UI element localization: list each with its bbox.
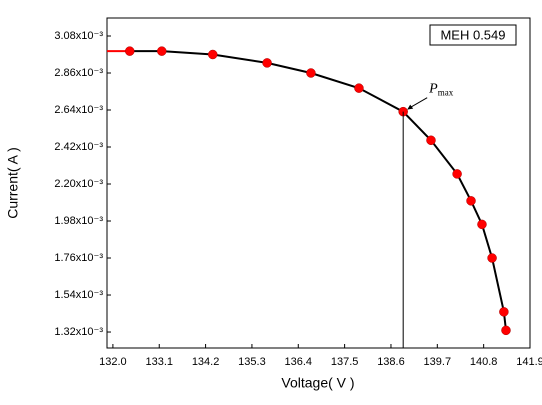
x-tick-label: 136.4: [285, 356, 313, 368]
background: [0, 0, 542, 400]
data-point: [125, 47, 134, 56]
x-tick-label: 140.8: [470, 356, 498, 368]
data-point: [306, 69, 315, 78]
chart: Voltage( V ) Current( A ) 132.0 133.1 134.…: [0, 0, 542, 400]
y-tick-label: 1.32x10⁻³: [54, 326, 103, 338]
data-point: [477, 220, 486, 229]
data-point: [488, 254, 497, 263]
data-point: [501, 326, 510, 335]
y-tick-label: 2.42x10⁻³: [54, 141, 103, 153]
y-tick-label: 2.20x10⁻³: [54, 178, 103, 190]
data-point: [499, 307, 508, 316]
data-point: [208, 50, 217, 59]
x-tick-label: 138.6: [377, 356, 405, 368]
y-tick-label: 1.98x10⁻³: [54, 215, 103, 227]
x-tick-label: 134.2: [192, 356, 220, 368]
x-axis-label: Voltage( V ): [281, 375, 354, 391]
x-tick-label: 132.0: [99, 356, 127, 368]
y-tick-label: 2.86x10⁻³: [54, 67, 103, 79]
y-axis-label: Current( A ): [5, 147, 21, 219]
data-point: [426, 136, 435, 145]
y-tick-label: 1.54x10⁻³: [54, 289, 103, 301]
data-point: [157, 47, 166, 56]
x-tick-label: 137.5: [331, 356, 359, 368]
x-tick-label: 135.3: [238, 356, 266, 368]
y-tick-label: 1.76x10⁻³: [54, 252, 103, 264]
legend-label: MEH 0.549: [440, 27, 505, 42]
annotation-subscript: max: [438, 88, 454, 98]
x-tick-label: 139.7: [424, 356, 452, 368]
x-tick-label: 141.9: [516, 356, 542, 368]
x-tick-label: 133.1: [145, 356, 173, 368]
data-point: [354, 84, 363, 93]
y-tick-label: 2.64x10⁻³: [54, 104, 103, 116]
annotation-main: P: [428, 82, 438, 97]
data-point: [453, 169, 462, 178]
data-point: [263, 58, 272, 67]
y-tick-label: 3.08x10⁻³: [54, 30, 103, 42]
data-point: [467, 196, 476, 205]
